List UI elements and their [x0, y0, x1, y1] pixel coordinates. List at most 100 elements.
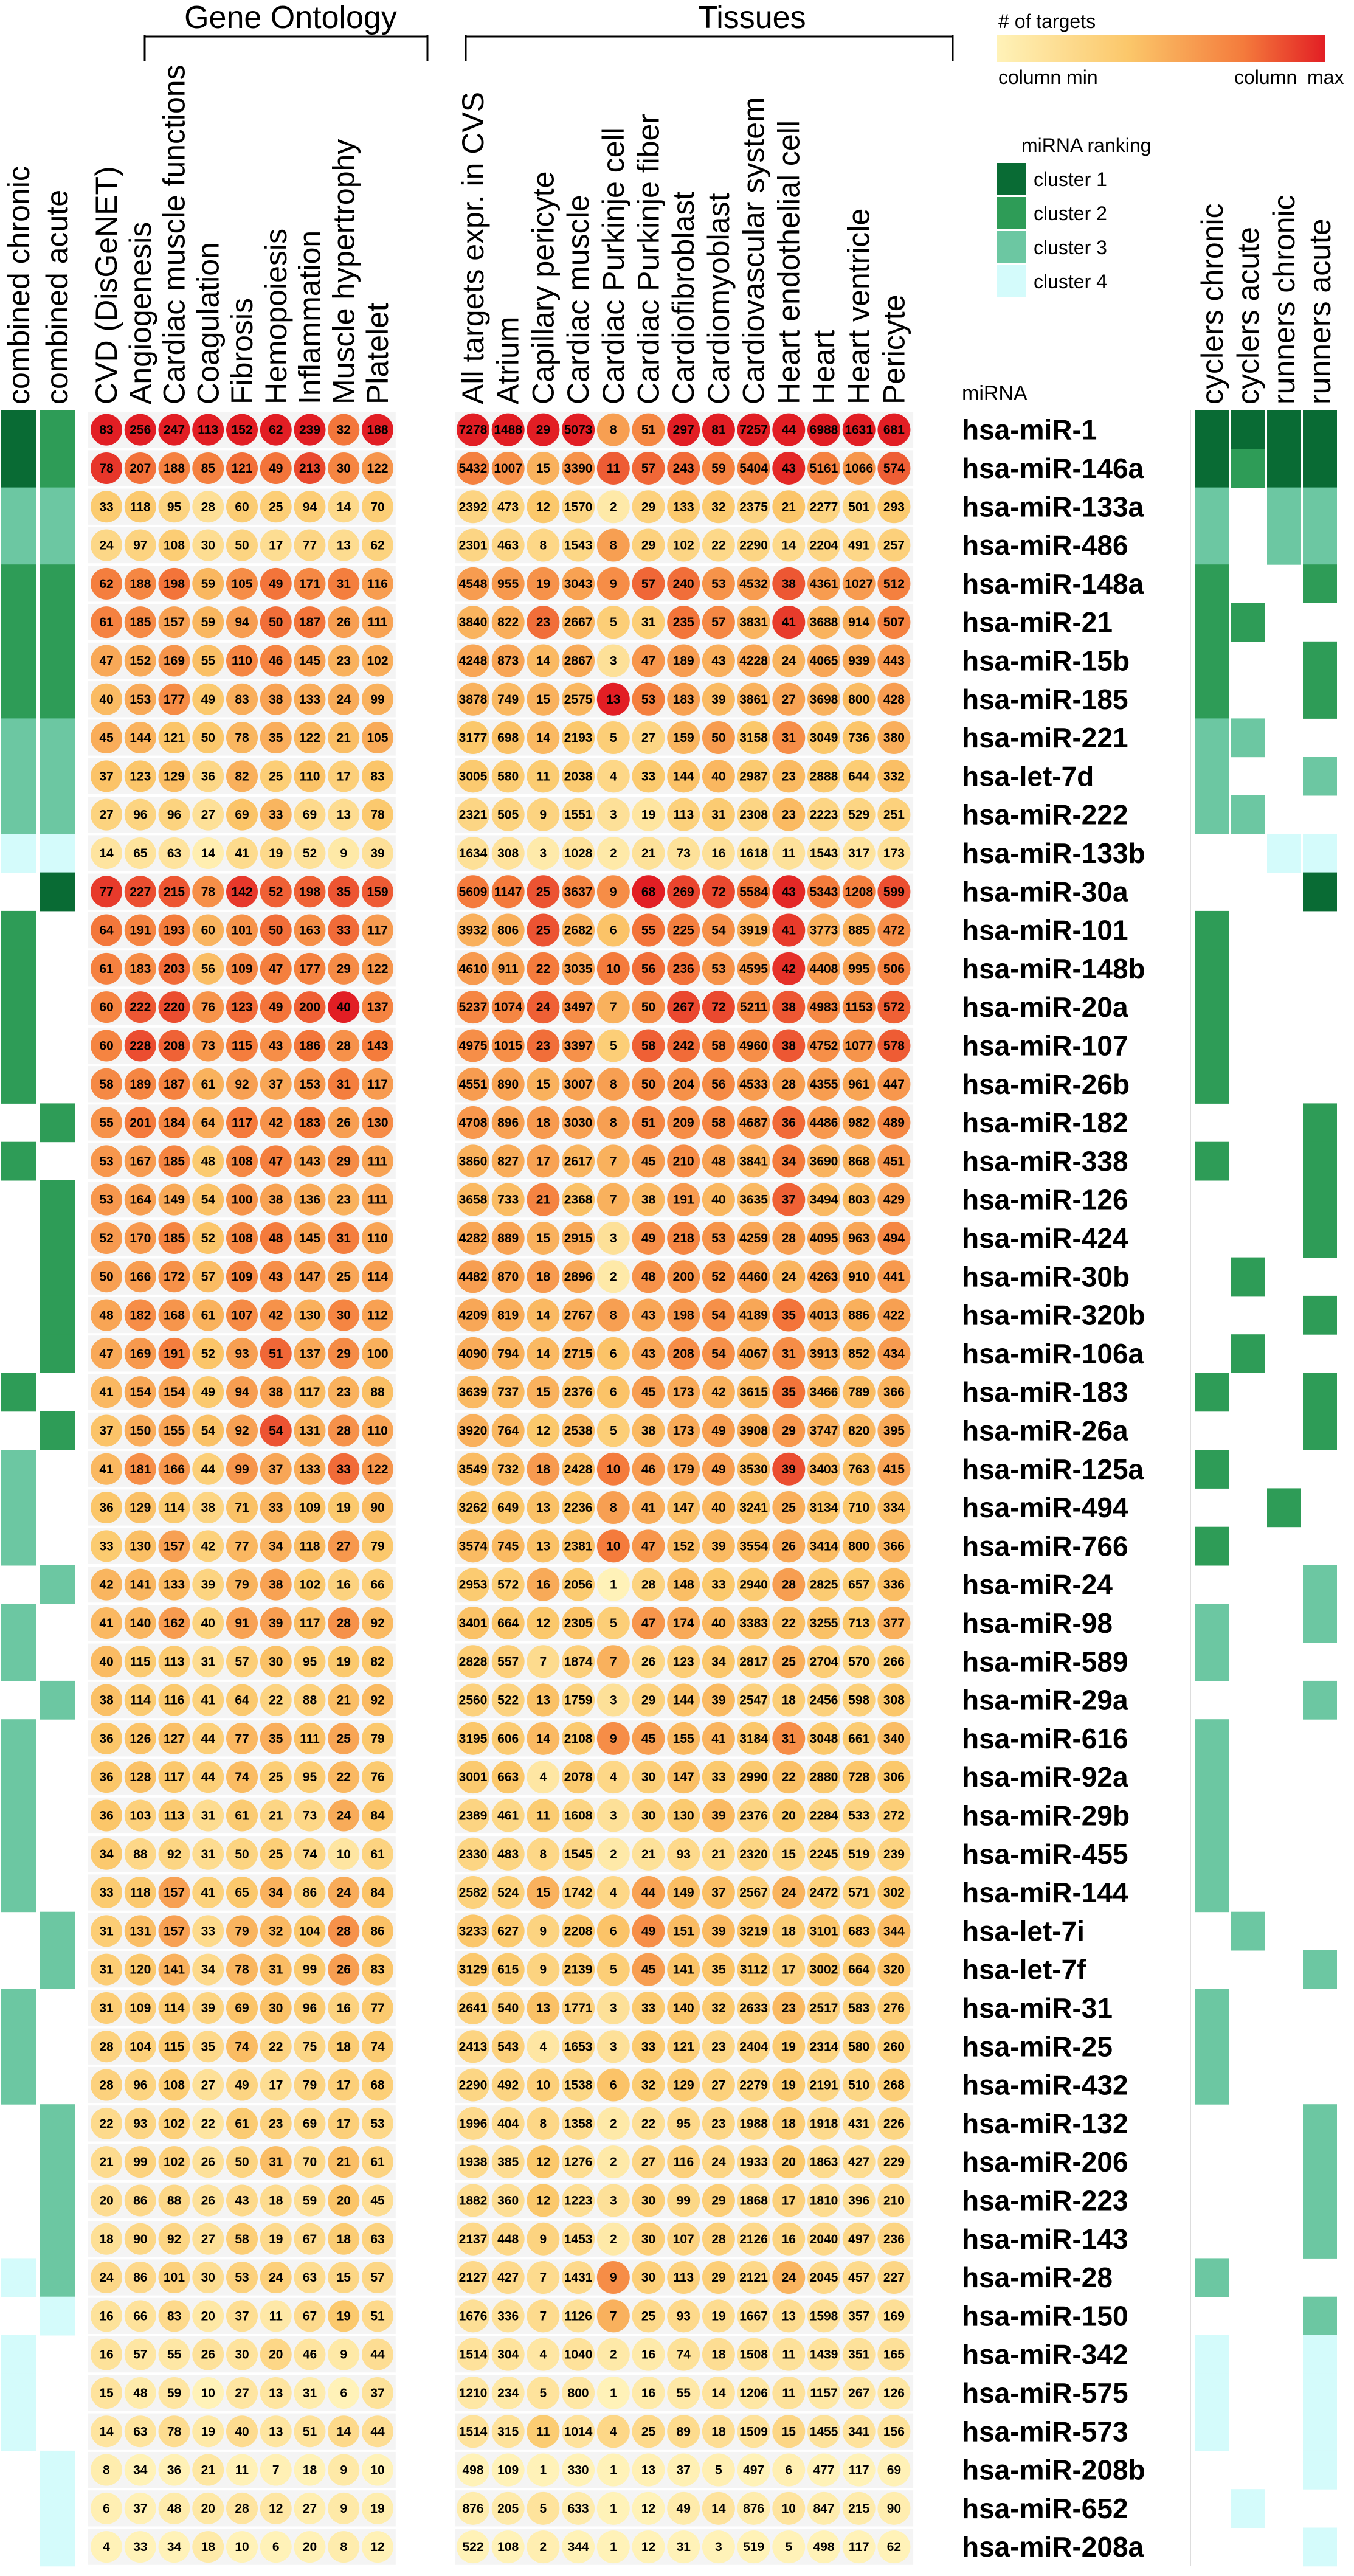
go-value-label: 49: [201, 693, 215, 707]
tissue-value-circle: [702, 1645, 735, 1678]
tissue-value-circle: [562, 1337, 595, 1370]
tissue-value-label: 210: [673, 1154, 694, 1168]
tissue-value-circle: [807, 1414, 840, 1447]
tissue-value-circle: [737, 760, 770, 793]
tissue-value-label: 13: [536, 2001, 550, 2015]
tissue-value-label: 52: [711, 1270, 725, 1284]
tissue-value-circle: [877, 451, 911, 485]
go-value-circle: [260, 837, 292, 869]
tissue-value-circle: [632, 490, 665, 524]
tissue-value-label: 251: [883, 808, 905, 822]
tissue-value-circle: [562, 2184, 595, 2217]
tissue-value-circle: [877, 1144, 911, 1178]
go-value-circle: [158, 876, 190, 908]
tissue-value-label: 749: [497, 693, 519, 707]
go-value-circle: [226, 1761, 258, 1793]
go-value-label: 30: [201, 2271, 215, 2285]
tissue-value-circle: [667, 413, 700, 446]
go-value-label: 145: [299, 654, 320, 668]
go-value-label: 201: [130, 1116, 151, 1130]
go-value-circle: [192, 2184, 224, 2217]
tissue-value-label: 332: [883, 769, 905, 783]
tissue-value-circle: [842, 2261, 876, 2294]
go-value-circle: [124, 1646, 156, 1678]
tissue-value-label: 2767: [564, 1309, 593, 1323]
go-value-circle: [124, 1068, 156, 1100]
go-value-label: 31: [201, 1655, 216, 1669]
go-value-label: 9: [340, 847, 347, 860]
mirna-label: hsa-miR-133b: [962, 837, 1145, 869]
go-value-label: 31: [337, 577, 351, 591]
go-value-label: 50: [201, 731, 215, 745]
go-value-circle: [328, 1799, 360, 1832]
go-value-circle: [226, 760, 258, 792]
go-value-circle: [328, 491, 360, 523]
go-value-label: 6: [103, 2502, 110, 2516]
go-value-label: 110: [300, 769, 320, 783]
tissue-value-label: 14: [711, 2386, 726, 2400]
tissue-value-circle: [527, 913, 560, 947]
tissue-value-circle: [842, 413, 876, 446]
tissue-value-circle: [877, 413, 911, 446]
go-value-circle: [124, 1915, 156, 1947]
tissue-value-label: 123: [673, 1655, 694, 1669]
tissue-value-label: 6: [610, 1385, 617, 1399]
go-value-label: 23: [269, 2117, 283, 2131]
tissue-value-label: 3908: [739, 1424, 768, 1438]
cluster-legend-swatch: [997, 231, 1026, 263]
tissue-value-label: 49: [641, 1231, 655, 1245]
go-value-label: 56: [201, 962, 215, 976]
go-value-label: 109: [130, 2001, 151, 2015]
tissue-value-circle: [667, 1799, 700, 1832]
tissue-value-circle: [527, 1106, 560, 1140]
tissue-value-circle: [877, 1529, 911, 1563]
tissue-value-circle: [527, 490, 560, 524]
mirna-label: hsa-miR-28: [962, 2262, 1113, 2293]
tissue-value-label: 661: [848, 1732, 869, 1746]
tissue-value-circle: [527, 413, 560, 446]
tissue-value-label: 5432: [459, 462, 488, 476]
go-value-label: 76: [201, 1000, 215, 1014]
tissue-value-circle: [457, 2068, 489, 2102]
tissue-value-circle: [491, 1221, 525, 1255]
go-value-circle: [158, 529, 190, 561]
tissue-value-label: 53: [711, 962, 725, 976]
go-value-label: 166: [130, 1270, 151, 1284]
tissue-value-label: 2305: [564, 1616, 593, 1630]
tissue-value-label: 11: [607, 462, 621, 476]
tissue-value-circle: [562, 1414, 595, 1447]
tissue-value-circle: [842, 2376, 876, 2409]
rank-cell-left: [1, 1026, 36, 1065]
tissue-value-label: 38: [782, 1000, 796, 1014]
tissue-value-label: 30: [641, 1770, 655, 1784]
tissue-value-label: 29: [711, 2193, 725, 2207]
tissue-value-circle: [737, 2145, 770, 2179]
go-value-circle: [260, 914, 292, 946]
tissue-value-label: 268: [883, 2079, 905, 2093]
tissue-value-label: 74: [677, 2348, 691, 2362]
go-value-circle: [124, 452, 156, 484]
tissue-value-label: 5: [785, 2540, 792, 2554]
tissue-value-circle: [877, 2491, 911, 2525]
tissue-value-circle: [807, 682, 840, 716]
go-value-circle: [226, 1915, 258, 1947]
tissue-value-circle: [491, 490, 525, 524]
table-row: 48 182 168 61 107 42 130 30 112 4209 819 14 2767 8 43 1…: [40, 1295, 1337, 1335]
tissue-value-label: 1014: [564, 2425, 593, 2439]
tissue-value-label: 330: [568, 2463, 589, 2477]
mirna-label: hsa-miR-26b: [962, 1068, 1130, 1100]
tissue-value-label: 4595: [739, 962, 768, 976]
tissue-value-circle: [632, 1337, 665, 1370]
tissue-value-circle: [596, 1067, 630, 1101]
tissue-value-circle: [807, 1452, 840, 1486]
go-value-label: 65: [235, 1886, 249, 1900]
table-row: 31 120 141 34 78 31 99 26 83 3129 615 9 2139 5 45 141 35…: [40, 1950, 1337, 1989]
go-value-label: 21: [201, 2463, 216, 2477]
go-value-circle: [362, 1299, 393, 1331]
tissue-value-circle: [877, 1183, 911, 1216]
tissue-value-circle: [842, 875, 876, 909]
tissue-value-circle: [667, 2030, 700, 2063]
go-value-label: 117: [300, 1616, 320, 1630]
tissue-value-circle: [702, 413, 735, 446]
tissue-value-label: 243: [673, 462, 694, 476]
